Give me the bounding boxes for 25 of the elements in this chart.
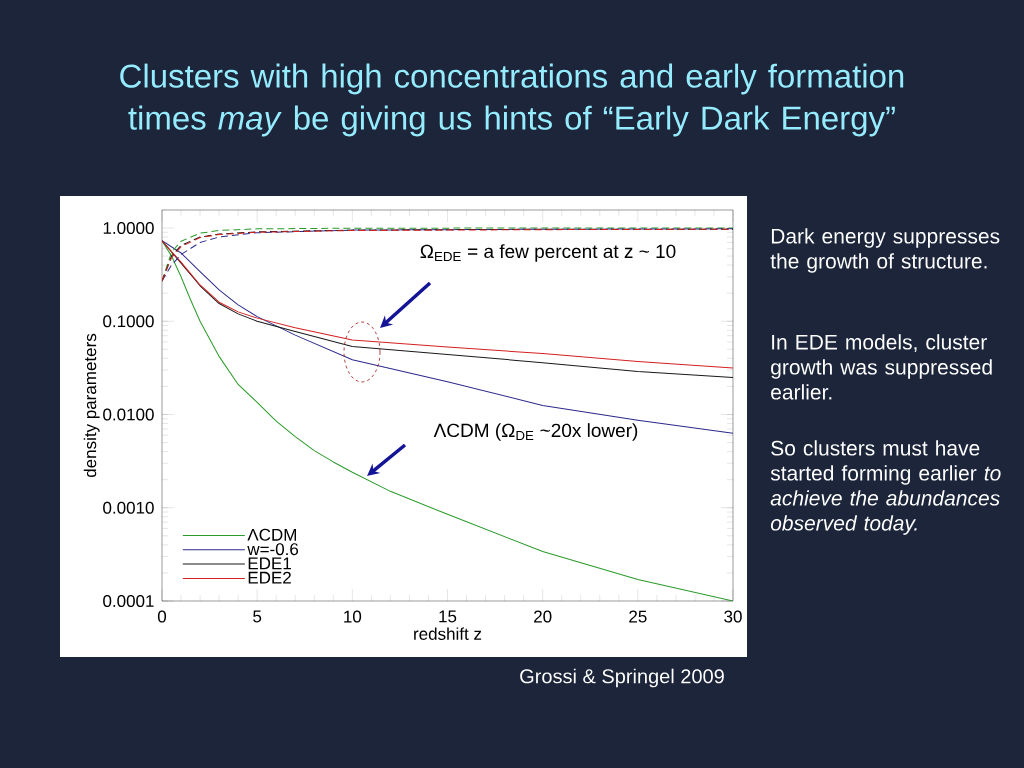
legend-label: ΛCDM (247, 528, 296, 541)
text: In EDE models, cluster growth was suppressed earlier. (771, 334, 992, 400)
annotation: ΛCDM (Ω$_{DE}$ ~20x lower) (433, 423, 638, 441)
y-tick-label: 0.0100 (103, 408, 154, 421)
text: So clusters must have started forming earlier to achieve the abundances observed today. (770, 440, 1001, 535)
text: Grossi & Springel 2009 (520, 668, 724, 688)
legend-label: w=-0.6 (247, 543, 299, 556)
y-tick-label: 0.0001 (103, 594, 154, 608)
x-tick-label: 25 (629, 610, 647, 623)
x-tick-label: 15 (439, 610, 457, 623)
y-tick-label: 0.1000 (103, 315, 154, 328)
x-tick-label: 20 (534, 610, 552, 623)
legend-label: EDE1 (248, 557, 291, 570)
x-tick-label: 30 (724, 610, 742, 623)
x-tick-label: 0 (157, 610, 167, 623)
y-tick-label: 0.0010 (103, 501, 154, 514)
x-axis-title: redshift z (414, 627, 482, 640)
annotation: Ω$_{EDE}$ = a few percent at z ~ 10 (420, 244, 676, 262)
x-tick-label: 5 (253, 610, 262, 623)
y-tick-label: 1.0000 (103, 221, 154, 235)
text: Dark energy suppresses the growth of structure. (770, 228, 1000, 273)
chart-title: Clusters with high concentrations and early formation times may be giving us hints of “Early Dark Energy” (120, 63, 904, 137)
legend-label: EDE2 (248, 571, 291, 584)
y-axis-title: density parameters (83, 333, 100, 478)
x-tick-label: 10 (344, 610, 362, 623)
